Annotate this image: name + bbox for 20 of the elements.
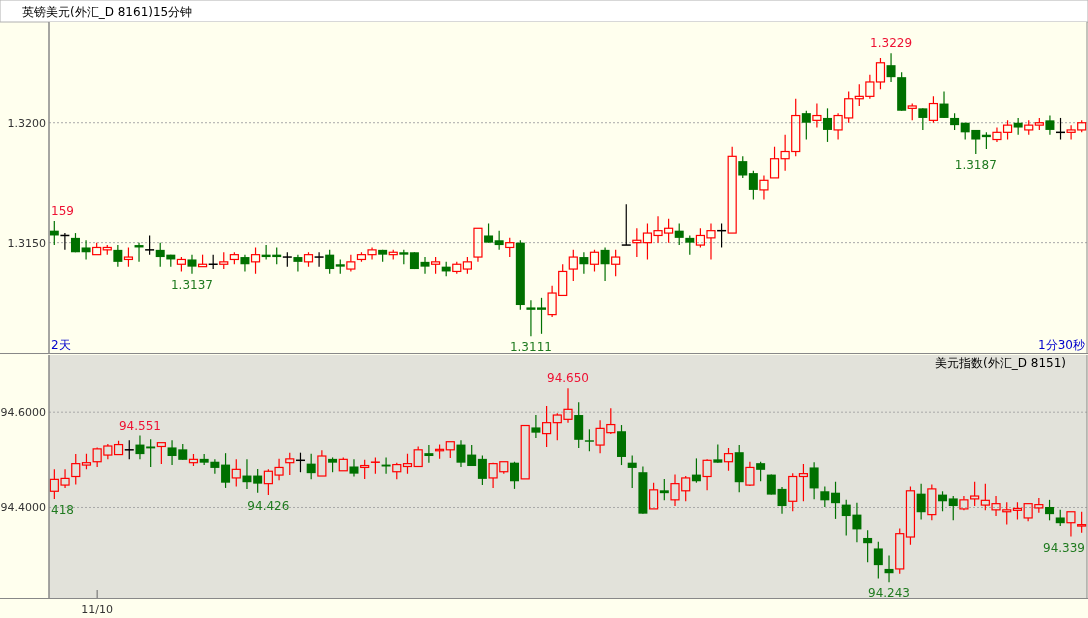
- y-tick-label: 94.6000: [0, 406, 46, 420]
- annotation: 418: [51, 502, 74, 517]
- annotation: 1分30秒: [1038, 338, 1085, 352]
- annotation: 159: [51, 204, 74, 219]
- annotation: 94.551: [118, 418, 161, 433]
- x-tick-label: 11/10: [81, 603, 114, 616]
- annotation: 1.3229: [870, 36, 913, 51]
- annotation: 1.3187: [954, 157, 997, 172]
- annotation: 94.243: [868, 586, 911, 601]
- annotation: 2天: [51, 338, 71, 352]
- annotation: 1.3137: [170, 277, 213, 292]
- annotation: 94.339: [1043, 540, 1085, 555]
- y-tick-label: 1.3200: [7, 116, 46, 130]
- annotation: 94.650: [547, 371, 589, 386]
- chart-title: 美元指数(外汇_D 8151): [935, 356, 1066, 370]
- y-tick-label: 94.4000: [0, 501, 46, 515]
- chart-title: 英镑美元(外汇_D 8161)15分钟: [22, 5, 193, 19]
- y-tick-label: 1.3150: [7, 236, 46, 250]
- annotation: 94.426: [247, 499, 290, 514]
- annotation: 1.3111: [509, 340, 552, 355]
